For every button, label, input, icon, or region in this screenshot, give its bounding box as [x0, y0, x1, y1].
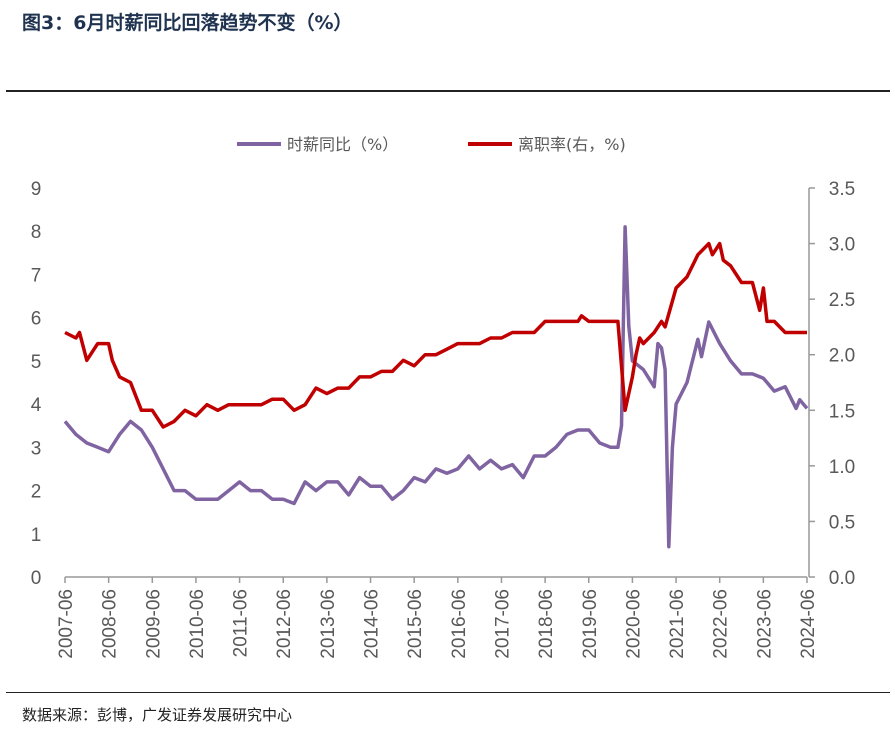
x-tick-label: 2020-06	[623, 589, 644, 659]
left-y-tick-label: 0	[31, 568, 42, 589]
right-y-tick-label: 2.0	[829, 346, 855, 367]
x-tick-label: 2014-06	[362, 589, 383, 659]
x-tick-label: 2013-06	[318, 589, 339, 659]
right-y-tick-label: 1.0	[829, 457, 855, 478]
left-y-tick-label: 1	[31, 525, 42, 546]
source-note: 数据来源：彭博，广发证券发展研究中心	[22, 706, 293, 724]
legend-label: 时薪同比（%）	[287, 135, 398, 154]
right-y-tick-label: 3.0	[829, 235, 855, 256]
legend-label: 离职率(右，%)	[518, 135, 626, 154]
x-tick-label: 2011-06	[231, 589, 252, 657]
x-tick-label: 2010-06	[187, 589, 208, 659]
x-tick-label: 2023-06	[754, 589, 775, 659]
left-y-tick-label: 4	[31, 395, 42, 416]
left-y-tick-label: 6	[31, 309, 42, 330]
x-tick-label: 2009-06	[143, 589, 164, 659]
right-y-tick-label: 3.5	[829, 179, 855, 200]
x-tick-label: 2008-06	[100, 589, 121, 659]
left-y-tick-label: 3	[31, 438, 42, 459]
series-line-hourly-wage	[63, 225, 809, 549]
x-tick-label: 2021-06	[667, 589, 688, 659]
left-y-tick-label: 9	[31, 179, 42, 200]
left-y-tick-label: 5	[31, 352, 42, 373]
x-tick-label: 2018-06	[536, 589, 557, 659]
series-line-quit-rate	[64, 241, 807, 429]
x-tick-label: 2015-06	[405, 589, 426, 659]
x-tick-label: 2022-06	[711, 589, 732, 659]
x-tick-label: 2016-06	[449, 589, 470, 659]
x-tick-label: 2012-06	[274, 589, 295, 659]
x-tick-label: 2007-06	[56, 589, 77, 659]
x-tick-label: 2017-06	[492, 589, 513, 659]
right-y-tick-label: 1.5	[829, 401, 855, 422]
x-tick-label: 2024-06	[798, 589, 819, 659]
bottom-divider	[6, 692, 890, 693]
left-y-tick-label: 7	[31, 265, 42, 286]
line-chart: 0 1 2 3 4 5 6 7 8 9 0.0 0.5 1.0 1.5 2.0 2.5 3.0 3.5 2007-0…	[31, 135, 856, 659]
top-divider	[6, 90, 890, 92]
left-y-tick-label: 2	[31, 482, 42, 503]
x-tick-label: 2019-06	[580, 589, 601, 659]
chart-title: 图3：6月时薪同比回落趋势不变（%）	[22, 12, 353, 34]
right-y-tick-label: 0.0	[829, 568, 855, 589]
left-y-tick-label: 8	[31, 222, 42, 243]
right-y-tick-label: 2.5	[829, 290, 855, 311]
right-y-tick-label: 0.5	[829, 512, 855, 533]
